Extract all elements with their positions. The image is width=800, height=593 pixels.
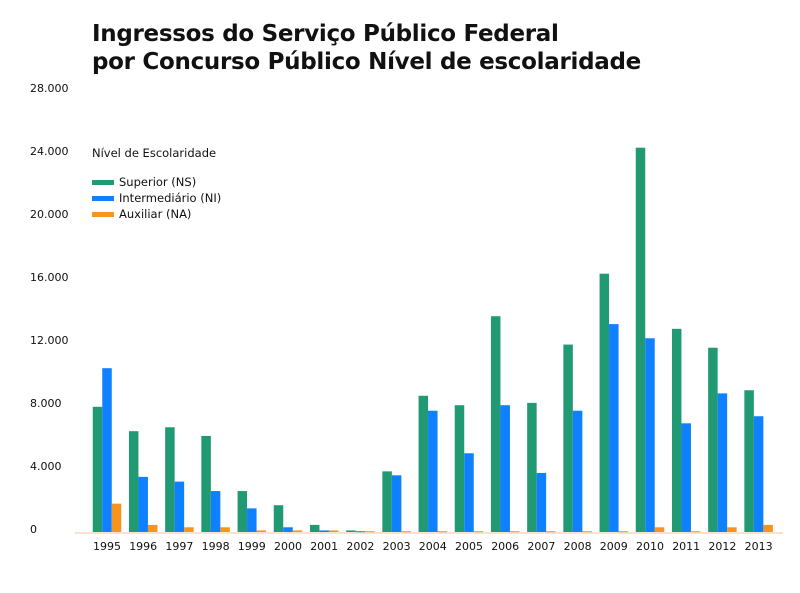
bar-1998-0 [201,435,211,532]
bar-2003-2 [401,531,411,533]
bar-2006-2 [509,531,520,533]
bar-2006-0 [490,316,501,532]
bar-2007-2 [546,531,556,533]
legend-item: Superior (NS) [92,174,221,190]
bar-2001-1 [319,530,329,532]
bar-2011-0 [671,328,682,532]
chart-title: Ingressos do Serviço Público Federal por… [92,20,641,76]
bar-2009-0 [599,273,610,532]
bar-2013-1 [753,416,764,532]
x-tick-label: 1999 [238,540,266,553]
bar-2004-2 [437,531,448,533]
bar-2001-0 [309,524,320,532]
bar-2012-2 [727,527,737,532]
legend-label: Intermediário (NI) [119,191,222,205]
y-tick-label: 4.000 [30,460,62,473]
bar-1996-2 [147,524,158,532]
x-tick-label: 2011 [672,540,700,553]
bar-1999-1 [247,508,257,532]
x-tick-label: 2003 [383,540,411,553]
x-tick-label: 2009 [600,540,628,553]
bar-2005-1 [464,453,474,532]
bar-2013-2 [763,524,773,532]
title-line-1: Ingressos do Serviço Público Federal [92,21,559,47]
x-tick-label: 2004 [419,540,447,553]
y-tick-label: 24.000 [30,145,69,158]
bar-2000-1 [283,527,293,532]
bar-2002-2 [365,531,375,533]
bar-2000-2 [292,530,303,532]
x-tick-label: 2013 [745,540,773,553]
bar-1999-2 [256,530,267,532]
bar-1996-1 [138,476,148,532]
y-tick-label: 20.000 [30,208,69,221]
bar-2009-2 [618,531,629,533]
bar-2008-2 [582,531,592,533]
legend-swatch [92,179,114,185]
bar-2008-0 [563,344,573,532]
bar-2000-0 [273,505,284,532]
bar-2011-2 [690,531,701,533]
x-tick-label: 1997 [165,540,193,553]
bar-1995-2 [111,503,122,532]
bar-2012-0 [708,347,718,532]
x-tick-label: 1998 [202,540,230,553]
bar-2003-0 [382,471,392,532]
bar-2003-1 [391,475,402,532]
bar-2012-1 [717,393,728,532]
bar-2001-2 [328,530,339,532]
bar-2002-1 [355,531,366,533]
x-tick-label: 2005 [455,540,483,553]
bar-1997-0 [165,427,175,532]
y-tick-label: 0 [30,523,37,536]
bar-2013-0 [744,390,754,532]
bar-2010-0 [635,147,646,532]
bar-2005-0 [454,405,465,532]
x-tick-label: 1995 [93,540,121,553]
bar-2007-0 [527,402,537,532]
legend-item: Auxiliar (NA) [92,206,221,222]
bar-2009-1 [609,324,619,532]
bar-1999-0 [237,491,248,532]
bar-2006-1 [500,405,510,532]
legend-label: Auxiliar (NA) [119,207,192,221]
bar-2010-2 [654,527,665,532]
bar-1997-1 [174,481,185,532]
bar-2002-0 [346,530,356,532]
x-tick-label: 2012 [708,540,736,553]
x-tick-label: 2007 [527,540,555,553]
bar-2007-1 [536,472,547,532]
x-tick-label: 2000 [274,540,302,553]
y-tick-label: 16.000 [30,271,69,284]
legend-swatch [92,211,114,217]
x-tick-label: 2010 [636,540,664,553]
bar-2004-0 [418,395,429,532]
bar-2004-1 [428,410,438,532]
y-tick-label: 8.000 [30,397,62,410]
x-tick-label: 2002 [346,540,374,553]
bar-2008-1 [572,410,583,532]
x-tick-label: 2006 [491,540,519,553]
legend-swatch [92,195,114,201]
bar-1995-1 [102,368,112,532]
x-tick-label: 2008 [564,540,592,553]
bar-1995-0 [92,406,103,532]
legend-title: Nível de Escolaridade [92,146,217,160]
x-tick-label: 2001 [310,540,338,553]
bar-2011-1 [681,423,691,532]
bar-1998-2 [220,527,230,532]
legend: Nível de Escolaridade Superior (NS) Inter… [92,146,221,222]
legend-label: Superior (NS) [119,175,197,189]
y-tick-label: 28.000 [30,82,69,95]
bar-2010-1 [645,338,655,532]
title-line-2: por Concurso Público Nível de escolarida… [92,49,641,75]
y-tick-label: 12.000 [30,334,69,347]
bar-1996-0 [128,431,139,532]
legend-item: Intermediário (NI) [92,190,221,206]
bar-2005-2 [473,531,484,533]
bar-1998-1 [210,491,221,532]
bar-1997-2 [184,527,194,532]
x-tick-label: 1996 [129,540,157,553]
